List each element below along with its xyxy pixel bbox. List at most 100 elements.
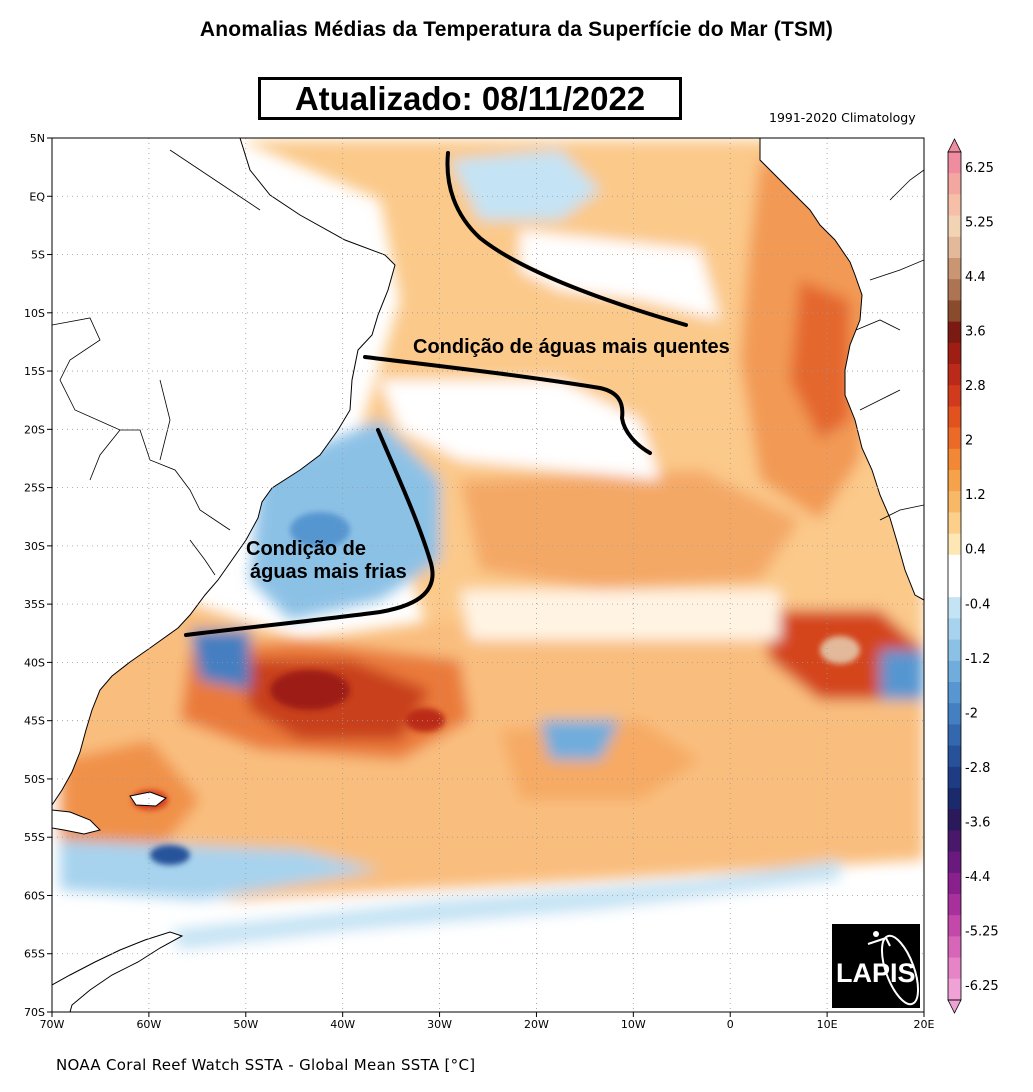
lapis-logo: LAPIS (832, 924, 920, 1008)
colorbar-swatch (948, 872, 961, 895)
lat-tick-label: 25S (24, 482, 45, 495)
colorbar-swatch (948, 236, 961, 259)
lat-tick-label: 20S (24, 423, 45, 436)
lon-tick-label: 10W (621, 1018, 646, 1031)
colorbar-tick-label: 0.4 (965, 543, 986, 558)
colorbar-top-arrow (947, 138, 962, 153)
lon-tick-label: 70W (40, 1018, 65, 1031)
colorbar-tick-label: -4.4 (965, 870, 990, 885)
south-america-land (52, 138, 396, 806)
colorbar-tick-label: -1.2 (965, 652, 990, 667)
colorbar-tick-label: -3.6 (965, 815, 990, 830)
colorbar-swatch (948, 470, 961, 492)
lon-tick-label: 10E (817, 1018, 838, 1031)
lat-tick-label: 35S (24, 598, 45, 611)
country-borders (52, 149, 924, 576)
colorbar-swatch (948, 639, 961, 662)
update-date-box: Atualizado: 08/11/2022 (258, 77, 682, 120)
colorbar-swatch (948, 321, 961, 344)
colorbar-swatch (948, 936, 961, 959)
colorbar-tick-label: 4.4 (965, 270, 986, 285)
colorbar-tick-label: -5.25 (965, 924, 999, 939)
colorbar-swatch (948, 576, 961, 598)
colorbar-swatch (948, 660, 961, 683)
africa-land (759, 138, 924, 601)
cold-condition-label-line1: Condição de (246, 538, 366, 560)
lon-tick-label: 50W (233, 1018, 258, 1031)
lat-tick-label: 55S (24, 831, 45, 844)
warm-boundary-north (445, 151, 688, 327)
colorbar-swatch (948, 809, 961, 831)
lon-tick-label: 30W (427, 1018, 452, 1031)
longitude-axis: 70W 60W 50W 40W 30W 20W 10W 0 10E 20E (40, 1012, 935, 1031)
colorbar-tick-label: 2 (965, 434, 973, 449)
data-source-footer: NOAA Coral Reef Watch SSTA - Global Mean… (56, 1056, 476, 1074)
colorbar-swatch (948, 427, 961, 450)
colorbar-swatch (948, 978, 961, 1001)
colorbar-tick-label: -0.4 (965, 597, 990, 612)
lat-tick-label: 40S (24, 656, 45, 669)
lat-tick-label: 10S (24, 307, 45, 320)
tierra-del-fuego-land (52, 809, 101, 835)
falkland-islands (129, 791, 167, 807)
colorbar-tick-label: -2.8 (965, 761, 990, 776)
land-masses (52, 138, 924, 1012)
colorbar-swatch (948, 745, 961, 768)
warm-boundary-middle (363, 355, 652, 455)
colorbar-swatch (948, 406, 961, 429)
colorbar-swatch (948, 682, 961, 704)
lat-tick-label: 60S (24, 889, 45, 902)
colorbar-swatch (948, 385, 961, 407)
latitude-axis: 5N EQ 5S 10S 15S 20S 25S 30S 35S 40S 45S 50S 55S 60S 6… (24, 132, 52, 1019)
colorbar-swatch (948, 788, 961, 810)
colorbar-swatch (948, 894, 961, 916)
lon-tick-label: 40W (330, 1018, 355, 1031)
colorbar-tick-label: 3.6 (965, 325, 986, 340)
lat-tick-label: 65S (24, 948, 45, 961)
colorbar-swatch (948, 279, 961, 301)
colorbar-swatch (948, 258, 961, 280)
sst-anomaly-field (52, 138, 924, 1012)
colorbar-swatch (948, 215, 961, 238)
colorbar-swatch (948, 830, 961, 853)
climatology-label: 1991-2020 Climatology (769, 110, 916, 125)
antarctic-peninsula-land (52, 931, 184, 1012)
cold-boundary-inner (184, 428, 435, 637)
colorbar-ticks: 6.25 5.25 4.4 3.6 2.8 2 1.2 0.4 -0.4 -1.2 -2 -2.8 -3… (965, 161, 999, 994)
cold-condition-label-line2: águas mais frias (250, 561, 407, 583)
colorbar-swatch (948, 703, 961, 725)
lat-lon-grid (52, 138, 924, 1012)
colorbar-swatch (948, 554, 961, 577)
colorbar-swatch (948, 533, 961, 556)
map-frame (51, 137, 925, 1013)
colorbar (947, 138, 962, 1014)
lon-tick-label: 0 (727, 1018, 734, 1031)
lat-tick-label: EQ (29, 190, 45, 203)
colorbar-tick-label: -6.25 (965, 979, 999, 994)
lapis-logo-text: LAPIS (836, 958, 916, 988)
colorbar-swatch (948, 491, 961, 513)
colorbar-tick-label: 6.25 (965, 161, 994, 176)
chart-title: Anomalias Médias da Temperatura da Super… (199, 18, 834, 41)
colorbar-swatch (948, 448, 961, 471)
lat-tick-label: 5N (30, 132, 45, 145)
colorbar-swatch (948, 152, 961, 174)
colorbar-tick-label: -2 (965, 706, 978, 721)
lat-tick-label: 45S (24, 715, 45, 728)
colorbar-swatch (948, 597, 961, 619)
colorbar-swatch (948, 724, 961, 747)
lat-tick-label: 5S (31, 249, 45, 262)
colorbar-swatch (948, 851, 961, 874)
colorbar-swatch (948, 618, 961, 641)
colorbar-swatch (948, 342, 961, 365)
lat-tick-label: 50S (24, 773, 45, 786)
lat-tick-label: 70S (24, 1006, 45, 1019)
colorbar-tick-label: 1.2 (965, 488, 986, 503)
colorbar-tick-label: 2.8 (965, 379, 986, 394)
colorbar-swatch (948, 957, 961, 980)
colorbar-swatch (948, 173, 961, 195)
colorbar-tick-label: 5.25 (965, 216, 994, 231)
warm-condition-label: Condição de águas mais quentes (413, 336, 730, 358)
annotation-lines (184, 151, 688, 637)
colorbar-swatch (948, 915, 961, 937)
